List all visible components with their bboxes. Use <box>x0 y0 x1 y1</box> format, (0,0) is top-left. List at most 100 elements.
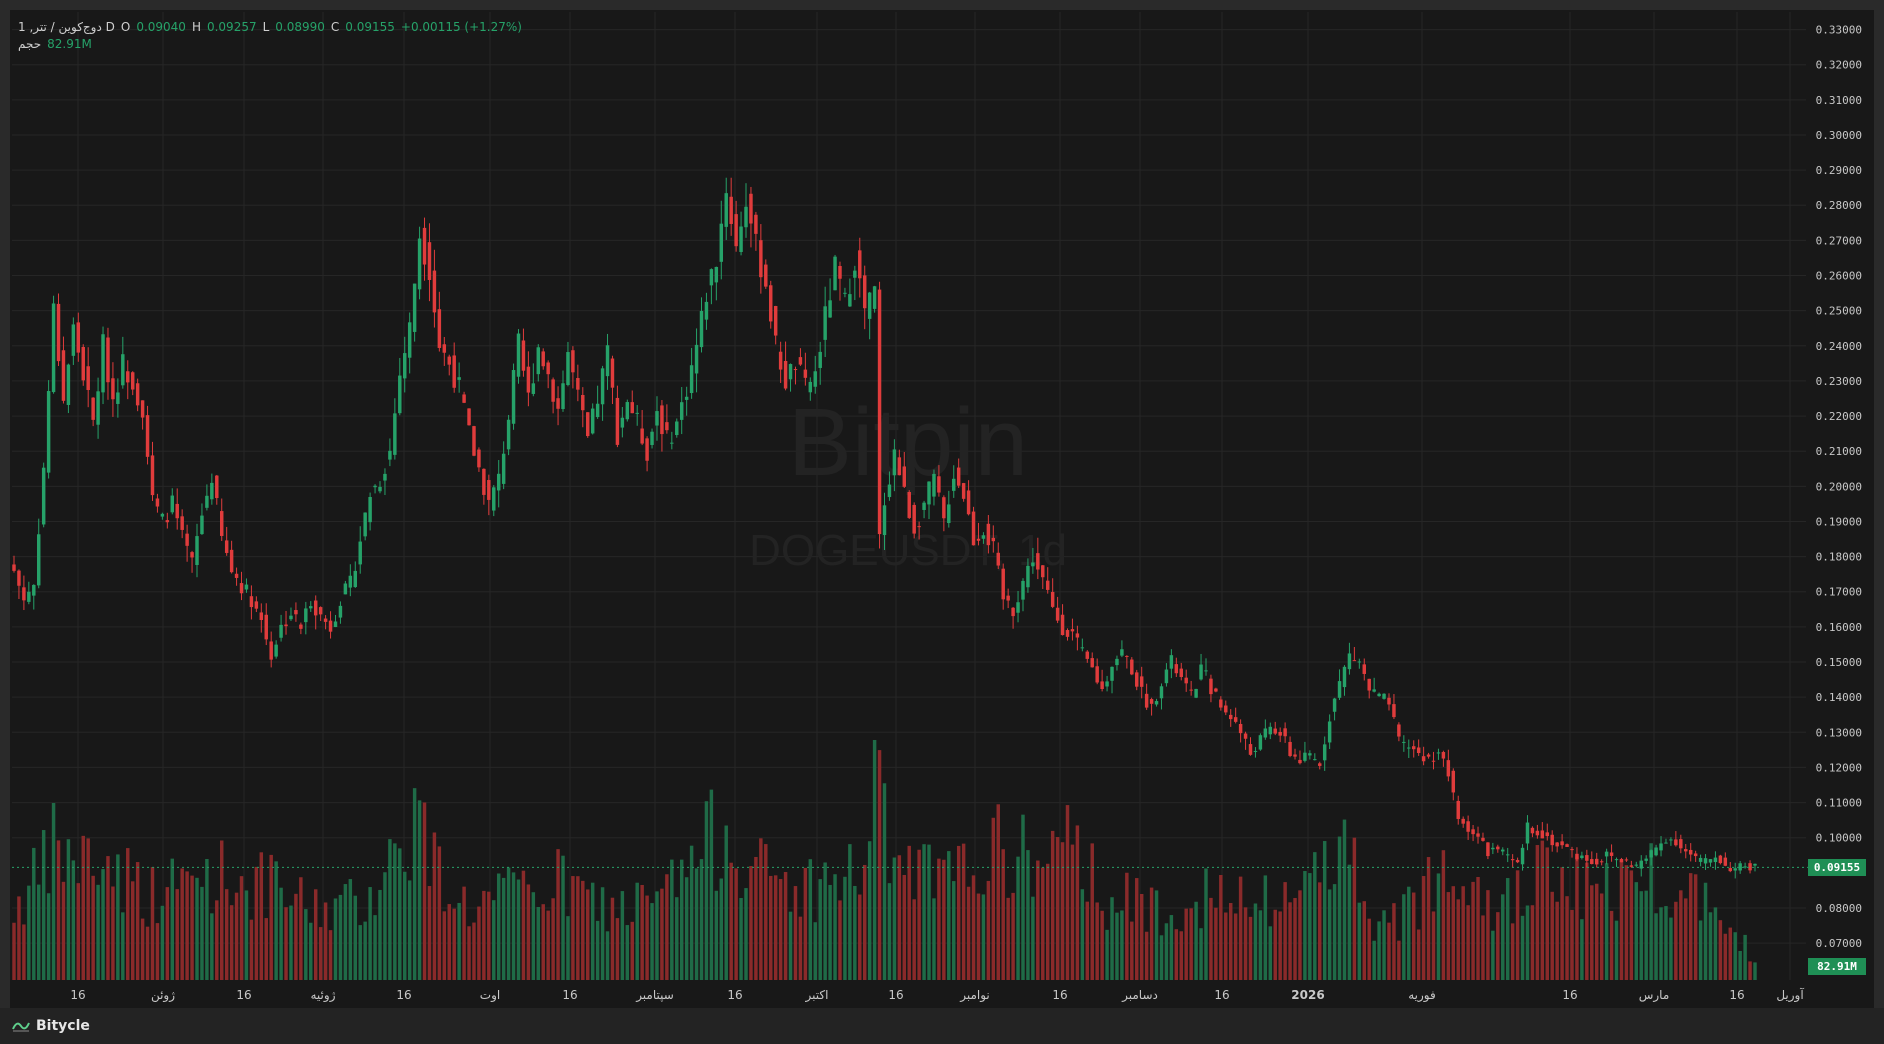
candle <box>937 465 941 497</box>
candle-body <box>1036 553 1040 570</box>
candle-body <box>1619 858 1624 863</box>
candle-body <box>917 526 921 528</box>
volume-bar <box>1204 868 1208 980</box>
volume-bar <box>521 870 526 980</box>
candle <box>1471 825 1475 842</box>
volume-bar <box>813 922 817 980</box>
candle-body <box>1411 746 1416 750</box>
candle-body <box>1698 857 1703 862</box>
candle <box>1318 761 1322 770</box>
candle <box>1115 655 1119 671</box>
candle-body <box>586 412 590 437</box>
candle-body <box>1669 839 1673 841</box>
volume-bar <box>1555 901 1559 980</box>
candle-body <box>541 351 545 367</box>
volume-bar <box>343 884 348 980</box>
volume-bar <box>1501 894 1505 980</box>
candle <box>1535 824 1540 839</box>
volume-bar <box>640 884 644 980</box>
candle-body <box>650 431 654 445</box>
candle-body <box>1372 689 1376 692</box>
candle <box>1085 650 1090 663</box>
candle <box>1090 652 1094 668</box>
candle <box>140 400 145 430</box>
candle-body <box>1233 717 1238 722</box>
candle <box>823 286 827 358</box>
candle-body <box>1362 664 1366 674</box>
candle <box>1164 663 1169 687</box>
candle <box>1619 857 1624 863</box>
candle-body <box>1684 849 1688 852</box>
volume-bar <box>274 861 278 980</box>
candle-body <box>1614 859 1619 861</box>
candle <box>1407 739 1411 758</box>
candle-body <box>872 286 877 309</box>
volume-bar <box>447 904 451 980</box>
volume-bar <box>1342 819 1347 980</box>
volume-bar <box>907 845 911 980</box>
candle-body <box>1387 697 1391 705</box>
candle-body <box>1313 759 1317 761</box>
footer-brand[interactable]: Bitycle <box>36 1018 90 1034</box>
volume-bar <box>1743 934 1747 980</box>
candle <box>526 351 531 407</box>
volume-label[interactable]: حجم <box>18 36 42 51</box>
candle-body <box>1214 688 1218 692</box>
volume-bar <box>1006 897 1010 980</box>
candle-body <box>378 486 382 492</box>
volume-bar <box>427 886 432 980</box>
volume-bar <box>412 788 417 980</box>
candle <box>1594 852 1599 868</box>
candle <box>294 602 298 622</box>
symbol-label[interactable]: 1 ,دوج‌کوین / تتر D <box>18 19 115 34</box>
volume-bar <box>506 867 511 980</box>
candle-body <box>393 413 397 455</box>
candle-body <box>858 250 862 279</box>
x-tick-label: دسامبر <box>1121 988 1158 1003</box>
candle-body <box>1535 830 1540 836</box>
volume-bar <box>971 875 976 980</box>
price-chart[interactable]: Bitpin DOGEUSDT, 1d 0.33000 0.32000 0.3100… <box>0 0 1884 1008</box>
volume-bar <box>284 907 288 980</box>
volume-bar <box>388 839 392 980</box>
candle-body <box>1159 686 1164 699</box>
candle-body <box>877 289 882 535</box>
volume-bar <box>1382 910 1386 980</box>
candle-body <box>22 587 26 601</box>
candle <box>1075 625 1080 651</box>
volume-bar <box>1456 899 1460 980</box>
candle <box>1105 675 1109 692</box>
candle <box>1629 860 1634 868</box>
candle-body <box>200 515 204 535</box>
candle <box>1199 653 1203 681</box>
candle-body <box>56 303 61 362</box>
volume-bar <box>1753 962 1757 980</box>
volume-bar <box>1085 901 1090 980</box>
volume-bar <box>1377 921 1381 980</box>
volume-bar <box>432 832 437 980</box>
y-tick-label: 0.18000 <box>1816 551 1862 564</box>
candle-body <box>1080 647 1085 649</box>
candle <box>482 468 486 505</box>
candle-body <box>1639 860 1643 869</box>
x-tick-label: ژوئن <box>151 988 175 1003</box>
candle <box>1525 815 1530 851</box>
volume-bar <box>843 876 847 980</box>
candle-body <box>1679 839 1683 849</box>
volume-bar <box>27 885 31 980</box>
volume-bar <box>531 892 536 980</box>
candle <box>81 344 85 386</box>
volume-bar <box>1367 918 1371 980</box>
candle <box>1238 719 1243 743</box>
volume-bar <box>1199 928 1203 980</box>
candle-body <box>640 428 644 444</box>
candle <box>897 449 902 476</box>
candle-body <box>1367 678 1371 691</box>
candle-body <box>1466 821 1470 832</box>
candle-body <box>383 473 387 481</box>
volume-bar <box>323 902 328 980</box>
candle-body <box>457 377 461 380</box>
candle-body <box>699 311 704 348</box>
candle <box>472 425 476 457</box>
volume-bar <box>818 879 822 980</box>
